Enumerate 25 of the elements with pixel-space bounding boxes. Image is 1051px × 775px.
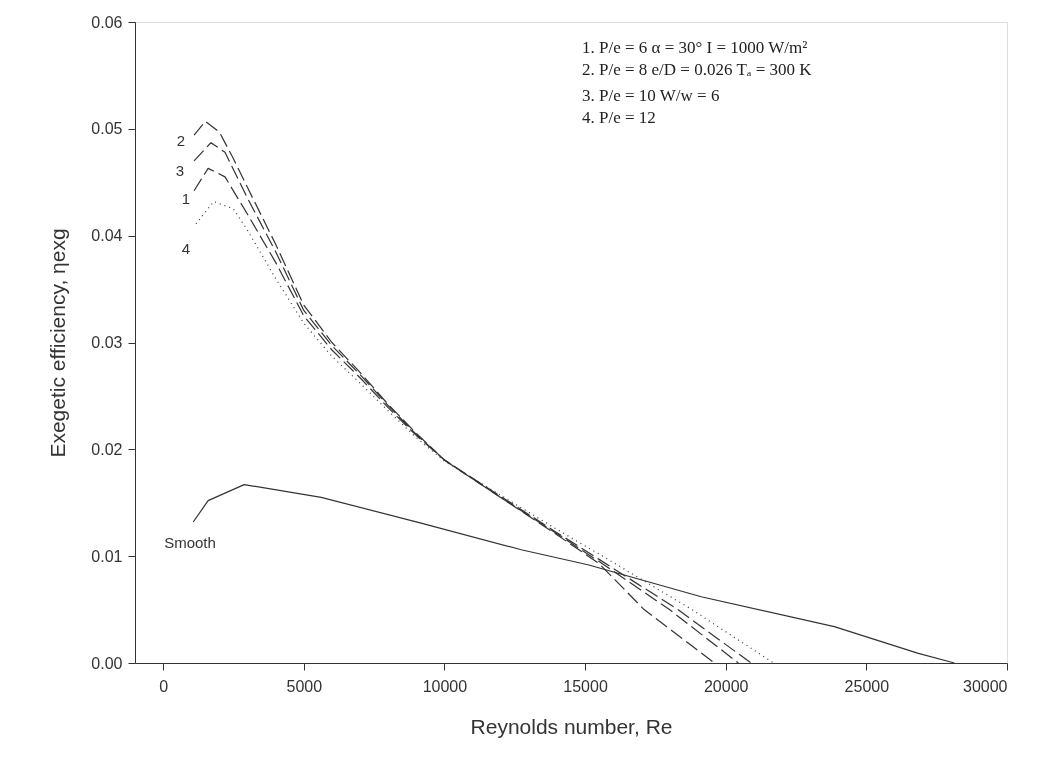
y-tick-label: 0.06 <box>91 13 123 31</box>
x-tick-label: 25000 <box>844 677 890 695</box>
x-tick-label: 15000 <box>563 677 608 695</box>
annotation: 3. P/e = 10 W/w = 6 <box>582 86 720 105</box>
y-tick-label: 0.04 <box>91 227 123 245</box>
annotation: Smooth <box>164 534 216 551</box>
annotation: 1 <box>181 190 191 207</box>
x-tick-label: 10000 <box>422 677 468 695</box>
y-tick-label: 0.02 <box>91 440 123 458</box>
annotation: 2 <box>176 132 186 149</box>
annotation: 4 <box>181 240 191 257</box>
annotation: 3 <box>175 162 185 179</box>
annotation: 1. P/e = 6 α = 30° I = 1000 W/m² <box>582 38 808 57</box>
x-tick-label: 30000 <box>963 677 1008 695</box>
x-axis-title: Reynolds number, Re <box>470 714 673 738</box>
x-tick-label: 5000 <box>286 677 323 695</box>
y-axis-title: Exegetic efficiency, ηexg <box>46 228 70 458</box>
x-tick-label: 0 <box>159 677 169 695</box>
y-tick-label: 0.05 <box>91 120 123 138</box>
y-tick-label: 0.00 <box>91 654 123 672</box>
y-tick-label: 0.01 <box>91 547 123 565</box>
annotation: 2. P/e = 8 e/D = 0.026 Tₐ = 300 K <box>582 60 813 79</box>
y-tick-label: 0.03 <box>91 334 123 351</box>
annotation: 4. P/e = 12 <box>582 108 656 127</box>
x-tick-label: 20000 <box>703 677 749 695</box>
